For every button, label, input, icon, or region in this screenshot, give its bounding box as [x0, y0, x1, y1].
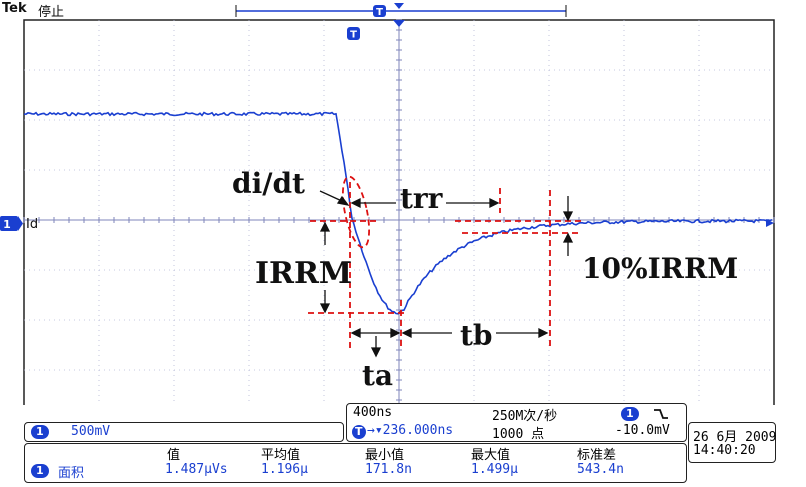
measurement-min: 171.8n	[365, 462, 412, 477]
top-status-bar: Tek 停止	[0, 0, 806, 20]
measurement-value: 1.487μVs	[165, 462, 228, 477]
record-view-bar[interactable]: T	[235, 3, 567, 18]
ta-label: ta	[362, 359, 393, 392]
channel-scale-value: 500mV	[71, 424, 111, 439]
measurements-panel: 值 平均值 最小值 最大值 标准差 1 面积 1.487μVs 1.196μ 1…	[24, 443, 687, 483]
channel-1-marker[interactable]: 1 Id	[0, 216, 38, 232]
record-trigger-marker: T	[376, 7, 383, 18]
measurement-header-value: 值	[167, 448, 181, 463]
annotation-labels: di/dt trr IRRM 10%IRRM tb ta	[232, 167, 738, 392]
run-state-label: 停止	[38, 5, 65, 20]
channel-scale-readout[interactable]: 1 500mV	[24, 422, 344, 442]
channel-badge: 1	[31, 425, 49, 439]
time-label: 14:40:20	[693, 443, 756, 458]
trigger-level-marker[interactable]	[766, 219, 774, 227]
trigger-channel-badge: 1	[621, 407, 639, 421]
trigger-position-badge: T	[352, 425, 366, 439]
timebase-readout[interactable]: 400ns 250M次/秒 1 T →▾236.000ns 1000 点 -10…	[346, 403, 687, 442]
trigger-marker-label: T	[350, 30, 357, 41]
brand-label: Tek	[2, 1, 27, 16]
measurement-name[interactable]: 面积	[58, 466, 85, 481]
annotation-arrows	[319, 190, 574, 358]
datetime-display: 26 6月 2009 14:40:20	[688, 422, 776, 463]
trigger-level-value: -10.0mV	[615, 423, 670, 438]
pct-irrm-label: 10%IRRM	[582, 252, 738, 285]
waveform-display: T T 1 Id	[0, 3, 775, 405]
measurement-max: 1.499μ	[471, 462, 518, 477]
record-length: 1000 点	[492, 427, 545, 442]
measurement-header-min: 最小值	[365, 448, 405, 463]
trigger-position-value: →▾236.000ns	[367, 423, 454, 438]
irrm-label: IRRM	[255, 256, 352, 291]
measurement-header-mean: 平均值	[261, 448, 301, 463]
channel-1-label: Id	[26, 217, 38, 232]
graticule-grid	[23, 19, 775, 405]
annotation-guides	[308, 175, 585, 348]
measurement-header-stddev: 标准差	[577, 448, 617, 463]
measurement-header-max: 最大值	[471, 448, 511, 463]
measurement-channel-badge: 1	[31, 464, 49, 478]
didt-label: di/dt	[232, 167, 305, 200]
time-per-div: 400ns	[353, 405, 393, 420]
trigger-position-marker[interactable]: T	[347, 20, 405, 41]
measurement-mean: 1.196μ	[261, 462, 308, 477]
svg-text:1: 1	[3, 218, 11, 231]
trr-label: trr	[400, 182, 444, 215]
measurement-stddev: 543.4n	[577, 462, 624, 477]
sample-rate: 250M次/秒	[492, 409, 558, 424]
tb-label: tb	[460, 319, 493, 352]
date-label: 26 6月 2009	[693, 430, 777, 445]
falling-edge-icon	[654, 409, 668, 419]
